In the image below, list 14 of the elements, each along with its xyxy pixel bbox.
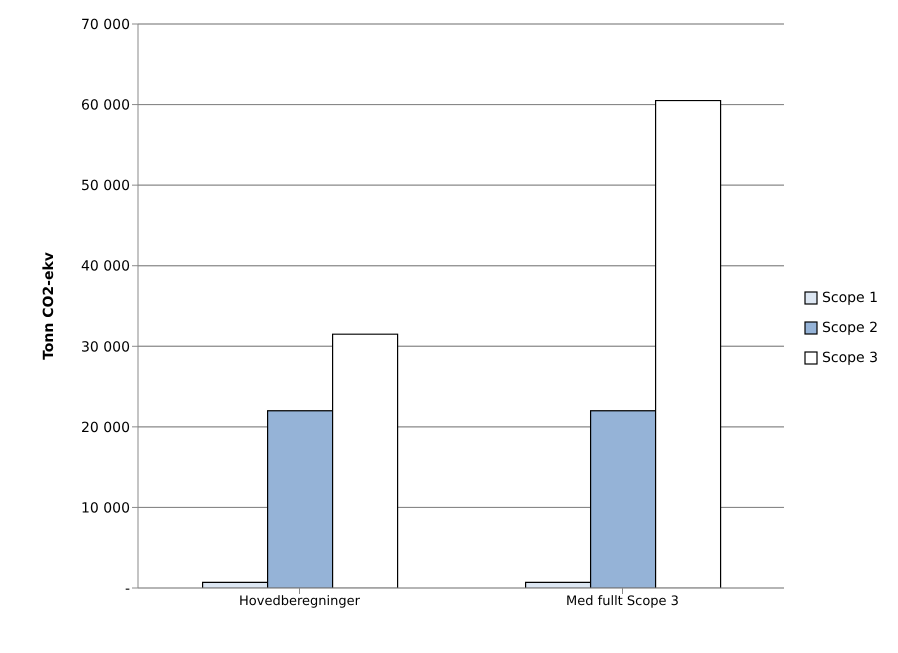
legend-label: Scope 1 [822,290,878,306]
legend-label: Scope 2 [822,320,878,336]
y-tick-label: 40 000 [81,258,130,275]
y-tick-label: 20 000 [81,420,130,436]
x-tick-label: Hovedberegninger [239,594,361,610]
y-tick-label: 50 000 [81,178,130,194]
y-tick-label: - [124,580,130,597]
y-tick-label: 30 000 [81,339,130,356]
y-axis-title: Tonn CO2-ekv [40,252,57,360]
y-tick-label: 10 000 [81,500,130,516]
y-tick-label: 60 000 [81,98,130,114]
y-tick-label: 70 000 [81,16,130,33]
x-tick-label: Med fullt Scope 3 [566,594,679,610]
legend-label: Scope 3 [822,350,878,366]
